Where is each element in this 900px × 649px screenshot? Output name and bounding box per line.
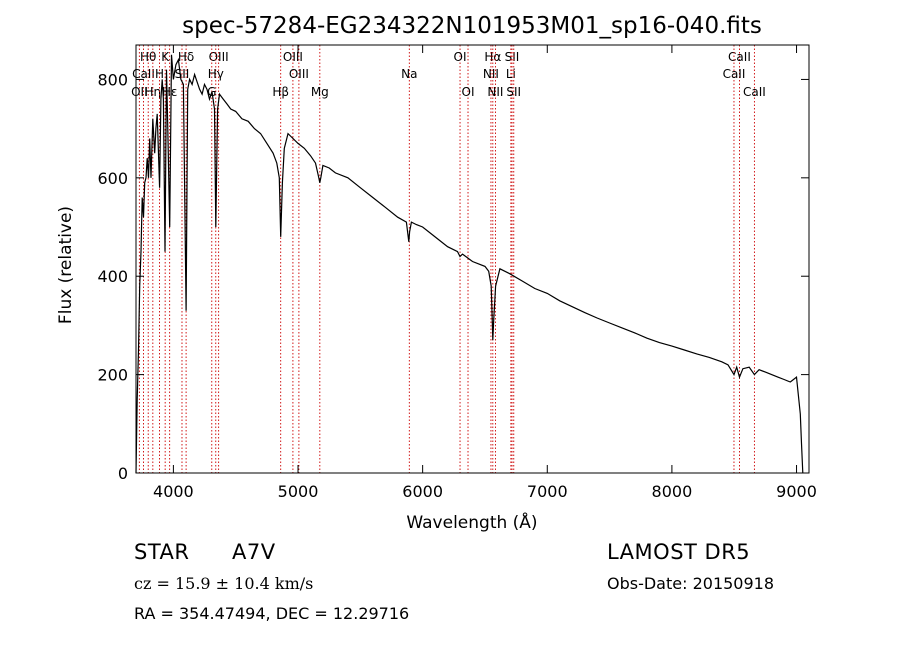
- line-label: Mg: [311, 85, 329, 99]
- redshift-text: cz = 15.9 ± 10.4 km/s: [134, 574, 314, 593]
- y-tick-label: 200: [97, 366, 128, 385]
- line-label: SII: [175, 67, 190, 81]
- x-tick-label: 5000: [278, 482, 319, 501]
- object-class: STAR: [134, 540, 190, 564]
- observation-date: Obs-Date: 20150918: [607, 574, 775, 593]
- x-tick-label: 4000: [153, 482, 194, 501]
- line-label: Na: [401, 67, 417, 81]
- line-label: OIII: [289, 67, 309, 81]
- line-label: Hδ: [178, 50, 194, 64]
- y-axis: 0 200 400 600 800: [97, 70, 809, 483]
- line-label: NII: [487, 85, 503, 99]
- line-label: OI: [454, 50, 467, 64]
- x-tick-label: 7000: [527, 482, 568, 501]
- x-tick-label: 9000: [776, 482, 817, 501]
- line-label: Hγ: [208, 67, 224, 81]
- line-label: Hα: [484, 50, 501, 64]
- line-label: OIII: [209, 50, 229, 64]
- line-label: Hθ: [140, 50, 156, 64]
- x-axis: 4000 5000 6000 7000 8000 9000: [153, 45, 817, 501]
- line-label: SII: [505, 50, 520, 64]
- plot-frame: [135, 44, 810, 474]
- spectrum-line: [135, 54, 804, 474]
- x-tick-label: 8000: [652, 482, 693, 501]
- line-label: K: [161, 50, 170, 64]
- coordinates: RA = 354.47494, DEC = 12.29716: [134, 604, 410, 623]
- y-tick-label: 600: [97, 169, 128, 188]
- line-label: CaII: [723, 67, 746, 81]
- y-axis-label: Flux (relative): [56, 206, 76, 324]
- y-tick-label: 800: [97, 70, 128, 89]
- x-tick-label: 6000: [402, 482, 443, 501]
- y-tick-label: 0: [118, 464, 128, 483]
- line-label: CaII: [728, 50, 751, 64]
- line-label: NII: [483, 67, 499, 81]
- line-label: Hη: [145, 85, 162, 99]
- survey-name: LAMOST DR5: [607, 540, 751, 564]
- line-label: Hβ: [272, 85, 289, 99]
- chart-title: spec-57284-EG234322N101953M01_sp16-040.f…: [182, 13, 762, 39]
- line-label: Hε: [162, 85, 178, 99]
- line-label: Li: [506, 67, 516, 81]
- spectral-subclass: A7V: [232, 540, 276, 564]
- line-label: CaII: [132, 67, 155, 81]
- x-axis-label: Wavelength (Å): [406, 511, 537, 533]
- line-label: H: [155, 67, 164, 81]
- line-label: SII: [506, 85, 521, 99]
- line-label: OI: [462, 85, 475, 99]
- line-label: OIII: [283, 50, 303, 64]
- line-label: CaII: [743, 85, 766, 99]
- y-tick-label: 400: [97, 267, 128, 286]
